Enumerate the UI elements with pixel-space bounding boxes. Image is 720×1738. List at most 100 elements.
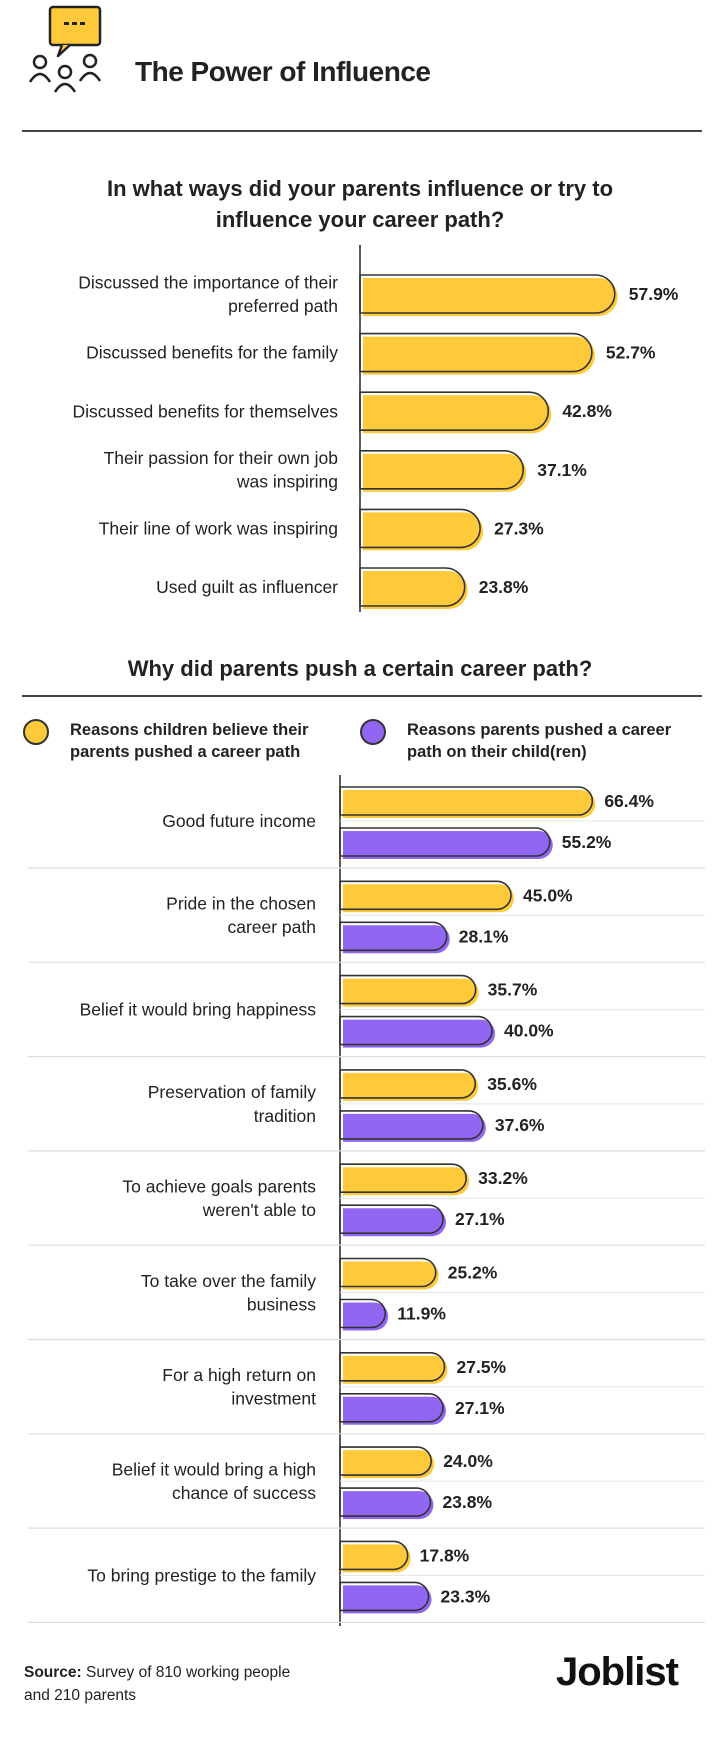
bar-parents-outline [339, 1204, 444, 1234]
bar-children-fill [343, 790, 596, 818]
value-label: 35.6% [487, 1074, 537, 1094]
bar-parents-outline [339, 1487, 432, 1517]
bar [359, 274, 618, 316]
chart1-title: In what ways did your parents influence … [106, 176, 614, 232]
category-label: Their line of work was inspiring [99, 519, 338, 539]
bar-parents [339, 1487, 434, 1520]
bar-children-outline [339, 1446, 432, 1476]
bar-parents [339, 1581, 432, 1614]
bar-fill [363, 395, 552, 434]
category-label-line: was inspiring [236, 472, 338, 492]
bar-outline [359, 332, 593, 373]
legend-line: Reasons parents pushed a career [407, 721, 672, 739]
chart2-title: Why did parents push a certain career pa… [127, 656, 593, 681]
bar-outline [359, 508, 481, 549]
source-text: and 210 parents [24, 1687, 137, 1704]
value-label: 24.0% [443, 1451, 493, 1471]
bar [359, 508, 484, 551]
joblist-logo: Joblist [556, 1650, 679, 1694]
bar-fill [363, 512, 484, 551]
bar-parents-fill [343, 1585, 432, 1614]
bar-children [339, 1352, 448, 1384]
value-label: 42.8% [562, 401, 612, 421]
value-label: 11.9% [397, 1304, 446, 1324]
bar-children-outline [339, 1352, 446, 1382]
bar-children [339, 1446, 435, 1479]
bar-parents [339, 1015, 495, 1048]
bar-children-fill [343, 1072, 479, 1101]
legend-label-children: Reasons children believe their parents p… [70, 719, 308, 763]
category-label-line: Belief it would bring a high [112, 1459, 316, 1479]
divider [22, 695, 702, 697]
category-label: Preservation of family tradition [148, 1082, 317, 1126]
value-label: 52.7% [606, 343, 656, 363]
bar-parents [339, 1110, 486, 1142]
value-label: 57.9% [629, 284, 679, 304]
category-label-line: To take over the family [141, 1271, 316, 1291]
value-label: 40.0% [504, 1021, 554, 1041]
category-label-line: Used guilt as influencer [156, 577, 338, 597]
bar-parents-outline [339, 1393, 444, 1423]
value-label: 37.6% [495, 1115, 545, 1135]
value-label: 27.1% [455, 1398, 505, 1418]
category-label-line: Good future income [162, 811, 316, 831]
value-label: 23.8% [442, 1492, 492, 1512]
category-label-line: Preservation of family [148, 1082, 317, 1102]
bar-parents [339, 1393, 446, 1425]
bar-fill [363, 571, 468, 609]
chat-bubble-people-icon [28, 5, 102, 93]
bar-fill [363, 453, 527, 492]
bar-outline [359, 274, 616, 314]
bar-parents-fill [343, 1208, 446, 1237]
category-label-line: Discussed benefits for themselves [72, 401, 338, 421]
legend-line: parents pushed a career path [70, 743, 301, 761]
category-label: Discussed benefits for the family [86, 343, 338, 363]
bar-parents [339, 827, 553, 859]
bar-parents-fill [343, 925, 450, 954]
bar-children [339, 786, 596, 818]
value-label: 17.8% [420, 1545, 470, 1565]
bar-parents [339, 1204, 446, 1237]
bar-parents-outline [339, 827, 551, 857]
value-label: 33.2% [478, 1168, 528, 1188]
bar-fill [363, 336, 595, 375]
category-label-line: business [247, 1294, 316, 1314]
divider [22, 130, 702, 132]
bar-children-outline [339, 1163, 467, 1193]
bar-parents-fill [343, 1113, 486, 1142]
bar-children-fill [343, 1261, 439, 1290]
value-label: 23.3% [441, 1586, 491, 1606]
category-label-line: tradition [254, 1106, 316, 1126]
category-label: To achieve goals parents weren't able to [122, 1177, 316, 1221]
bar-children-fill [343, 1544, 411, 1573]
category-label: To bring prestige to the family [87, 1566, 316, 1586]
bar-parents-fill [343, 1491, 434, 1520]
source-label: Source: [24, 1664, 82, 1681]
bar-fill [363, 278, 618, 316]
bar-children [339, 1540, 411, 1573]
bar [359, 567, 468, 609]
category-label: Pride in the chosen career path [166, 894, 316, 938]
bar-children-fill [343, 1167, 470, 1196]
bar-children-fill [343, 978, 479, 1007]
bar-outline [359, 450, 524, 490]
value-label: 28.1% [459, 926, 509, 946]
source-text: Survey of 810 working people [81, 1664, 291, 1681]
bar-children-fill [343, 1450, 435, 1479]
value-label: 66.4% [604, 791, 654, 811]
bar-parents-fill [343, 831, 553, 859]
value-label: 25.2% [448, 1263, 498, 1283]
bar [359, 391, 552, 434]
category-label: Belief it would bring happiness [80, 1000, 317, 1020]
legend-label-parents: Reasons parents pushed a career path on … [407, 719, 671, 763]
bar-children [339, 1257, 439, 1290]
bar-children-outline [339, 974, 477, 1005]
bar-parents-outline [339, 921, 448, 952]
category-label-line: To bring prestige to the family [87, 1566, 316, 1586]
category-label-line: Their line of work was inspiring [99, 519, 338, 539]
bar-children-fill [343, 1355, 448, 1384]
bar-children-outline [339, 1540, 409, 1571]
bar-parents-outline [339, 1015, 493, 1046]
page-title: The Power of Influence [135, 56, 431, 87]
